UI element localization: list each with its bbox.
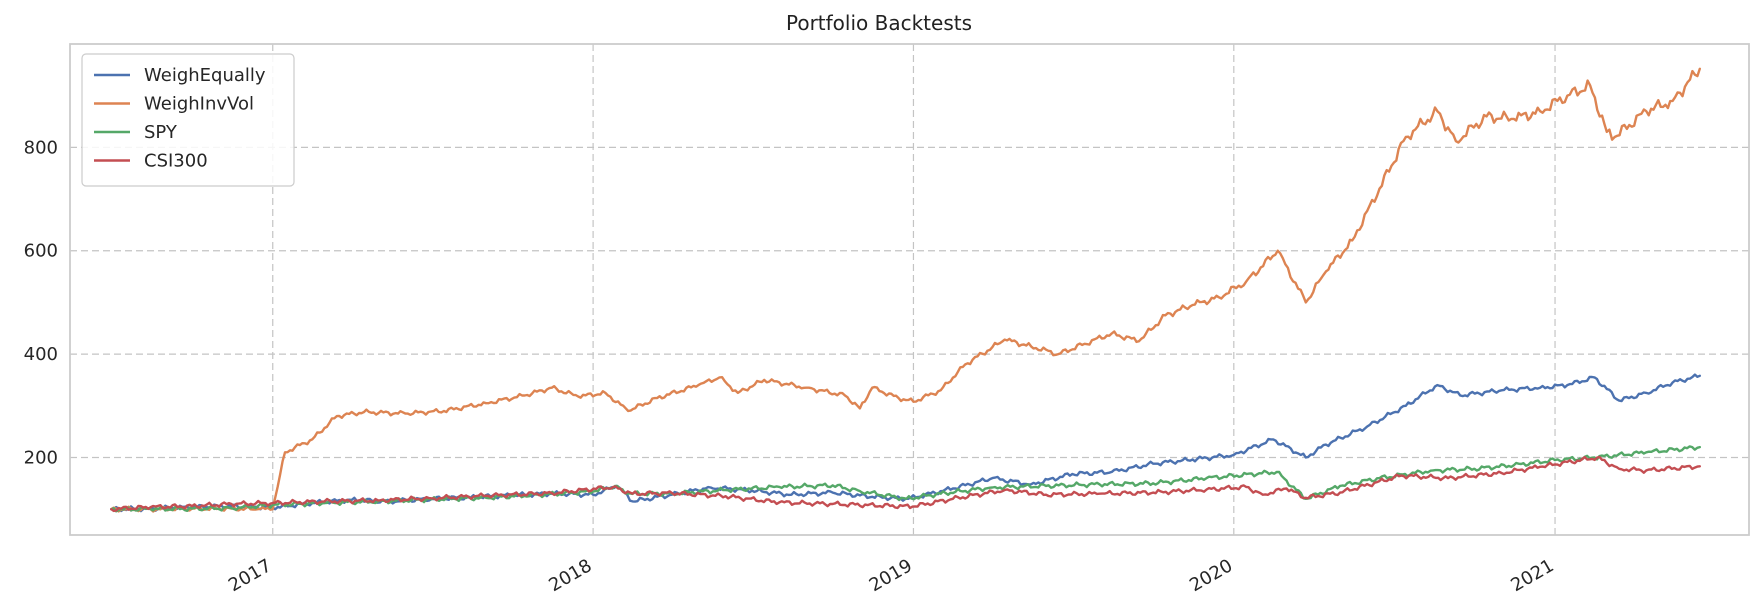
y-tick-label: 400 <box>24 344 58 365</box>
x-tick-label: 2017 <box>225 555 275 596</box>
y-axis: 200 400 600 800 <box>24 137 58 468</box>
legend-box <box>81 53 295 187</box>
y-tick-label: 600 <box>24 241 58 262</box>
chart-title: Portfolio Backtests <box>786 11 972 35</box>
grid-layer <box>70 44 1749 535</box>
series-line-weighinvvol <box>110 67 1701 513</box>
x-tick-label: 2021 <box>1507 555 1557 596</box>
x-tick-label: 2018 <box>545 555 595 596</box>
plot-frame <box>69 43 1750 536</box>
x-axis: 2017 2018 2019 2020 2021 <box>225 555 1557 596</box>
series-line-csi300 <box>110 455 1701 513</box>
y-tick-label: 200 <box>24 447 58 468</box>
legend-label: WeighEqually <box>144 65 266 86</box>
y-tick-label: 800 <box>24 137 58 158</box>
x-tick-label: 2019 <box>866 555 916 596</box>
series-line-weighequally <box>110 373 1701 513</box>
x-tick-label: 2020 <box>1186 555 1236 596</box>
series-layer <box>110 67 1701 513</box>
legend-label: WeighInvVol <box>144 94 254 115</box>
legend: WeighEqually WeighInvVol SPY CSI300 <box>81 53 295 187</box>
legend-label: SPY <box>144 122 178 143</box>
legend-label: CSI300 <box>144 151 208 172</box>
